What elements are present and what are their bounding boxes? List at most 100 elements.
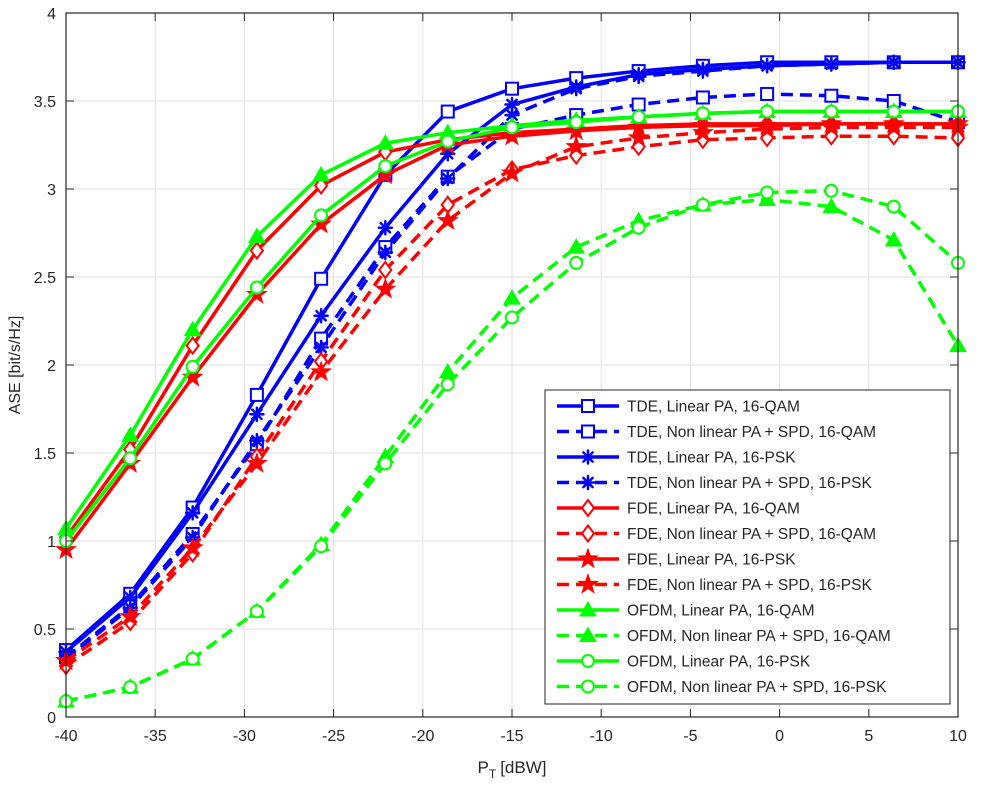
x-axis-label: PT [dBW] <box>478 758 547 781</box>
data-point <box>503 289 521 305</box>
y-tick-label: 1.5 <box>34 446 56 463</box>
data-point <box>121 426 140 442</box>
data-point <box>822 197 841 214</box>
data-point <box>313 307 329 324</box>
data-point-shape <box>440 104 455 119</box>
series-10 <box>59 104 965 548</box>
x-axis-label-subscript: T <box>489 767 497 781</box>
legend-entry: TDE, Non linear PA + SPD, 16-PSK <box>557 474 872 492</box>
y-tick-label: 0 <box>47 710 56 727</box>
legend-marker <box>580 474 596 491</box>
data-point-shape <box>505 120 519 135</box>
legend-marker <box>581 679 595 694</box>
legend: TDE, Linear PA, 16-QAM TDE, Non linear PA… <box>544 389 951 705</box>
data-point <box>313 175 329 196</box>
data-point <box>312 165 330 182</box>
data-point-shape <box>882 115 905 137</box>
legend-entry: OFDM, Non linear PA + SPD, 16-PSK <box>557 679 887 696</box>
data-point-shape <box>440 377 455 392</box>
data-point <box>505 81 519 96</box>
data-point-shape <box>505 81 519 96</box>
data-point-stroke <box>124 591 137 604</box>
data-point <box>248 227 266 244</box>
data-point-shape <box>314 539 329 554</box>
legend-label: OFDM, Non linear PA + SPD, 16-PSK <box>627 679 887 696</box>
legend-marker-shape <box>580 523 596 544</box>
data-point-shape <box>183 320 202 337</box>
data-point <box>569 115 584 130</box>
data-point-shape <box>569 115 584 130</box>
data-point <box>695 63 711 79</box>
data-point <box>501 124 523 146</box>
data-point-stroke <box>186 506 199 519</box>
data-point-stroke <box>887 56 900 69</box>
data-point <box>760 185 775 200</box>
axis-ticks <box>65 12 959 718</box>
data-point-shape <box>505 310 519 325</box>
data-point-shape <box>824 88 839 103</box>
data-point-shape <box>695 106 710 121</box>
y-tick-label: 1 <box>47 534 56 551</box>
legend-marker-shape <box>577 547 599 569</box>
legend-marker-shape <box>580 498 596 518</box>
data-point-shape <box>756 117 779 139</box>
data-point-shape <box>249 604 264 619</box>
data-point <box>440 377 455 392</box>
data-point-shape <box>248 227 266 244</box>
legend-entry: OFDM, Non linear PA + SPD, 16-QAM <box>557 626 891 645</box>
data-point-shape <box>249 387 264 402</box>
data-point <box>440 170 456 187</box>
x-tick-label: -40 <box>54 728 77 745</box>
data-point-shape <box>695 197 710 212</box>
data-point-shape <box>503 289 521 305</box>
legend-entry: FDE, Non linear PA + SPD, 16-PSK <box>557 572 872 594</box>
legend-entry: FDE, Linear PA, 16-PSK <box>557 547 796 569</box>
data-point <box>314 208 329 223</box>
data-point-stroke <box>379 221 392 234</box>
legend-marker-shape <box>579 600 597 617</box>
data-point-shape <box>314 208 329 223</box>
data-point-shape <box>181 536 204 558</box>
x-tick-label: -35 <box>144 728 167 745</box>
legend-label: TDE, Non linear PA + SPD, 16-QAM <box>627 424 876 441</box>
data-point-shape <box>760 86 775 101</box>
data-point-shape <box>376 134 395 150</box>
data-point-shape <box>565 119 588 141</box>
data-point-shape <box>569 255 584 270</box>
data-point-shape <box>185 359 200 374</box>
data-point-shape <box>627 126 650 148</box>
legend-label: FDE, Non linear PA + SPD, 16-QAM <box>627 526 876 543</box>
data-point-shape <box>631 220 646 235</box>
data-point <box>185 335 200 356</box>
x-tick-label: -25 <box>322 728 345 745</box>
data-point <box>824 104 839 119</box>
data-point-shape <box>691 121 714 143</box>
legend-label: OFDM, Linear PA, 16-QAM <box>627 603 814 620</box>
data-point-shape <box>501 161 523 183</box>
data-point <box>183 320 202 337</box>
data-point <box>436 209 459 231</box>
data-point-shape <box>824 183 839 198</box>
data-point-stroke <box>251 408 263 421</box>
data-point-stroke <box>441 172 454 185</box>
data-point <box>631 109 646 124</box>
legend-marker <box>581 424 595 439</box>
data-point-stroke <box>697 65 709 77</box>
legend-label: TDE, Linear PA, 16-QAM <box>627 399 800 416</box>
data-point-stroke <box>251 434 263 447</box>
legend-marker <box>580 523 596 544</box>
data-point <box>631 220 646 235</box>
data-point <box>378 456 393 471</box>
data-point-stroke <box>315 341 327 354</box>
data-point <box>310 360 333 382</box>
data-point <box>504 107 520 123</box>
y-tick-label: 0.5 <box>34 622 56 639</box>
series-7 <box>55 115 969 671</box>
data-point-shape <box>567 238 586 254</box>
data-point-shape <box>378 456 393 471</box>
legend-marker-shape <box>577 572 599 594</box>
data-point-stroke <box>825 58 838 70</box>
data-point <box>505 120 519 135</box>
y-tick-label: 4 <box>47 6 56 23</box>
